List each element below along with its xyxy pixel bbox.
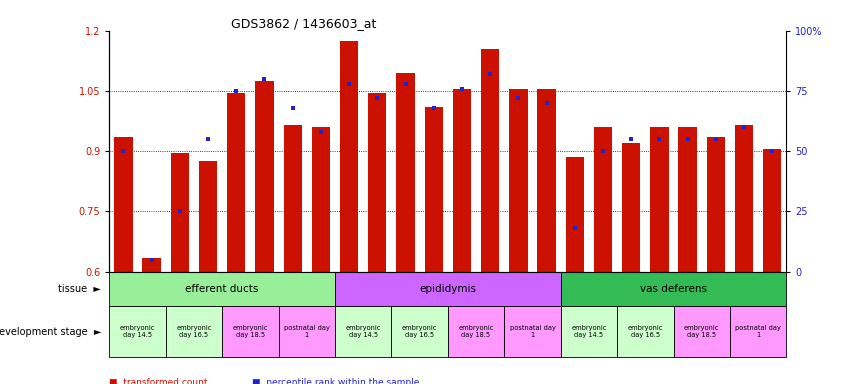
Bar xyxy=(509,89,527,271)
Bar xyxy=(340,41,358,271)
Bar xyxy=(622,143,640,271)
Text: embryonic
day 14.5: embryonic day 14.5 xyxy=(346,325,381,338)
Bar xyxy=(391,306,447,357)
Bar xyxy=(594,127,612,271)
Text: embryonic
day 14.5: embryonic day 14.5 xyxy=(571,325,606,338)
Text: embryonic
day 18.5: embryonic day 18.5 xyxy=(233,325,268,338)
Bar xyxy=(561,306,617,357)
Bar xyxy=(735,125,754,271)
Text: epididymis: epididymis xyxy=(420,284,476,294)
Text: postnatal day
1: postnatal day 1 xyxy=(284,325,330,338)
Bar xyxy=(730,306,786,357)
Bar xyxy=(222,306,278,357)
Bar xyxy=(674,306,730,357)
Text: postnatal day
1: postnatal day 1 xyxy=(735,325,781,338)
Bar xyxy=(109,306,166,357)
Bar xyxy=(198,161,217,271)
Text: tissue  ►: tissue ► xyxy=(58,284,101,294)
Bar xyxy=(396,73,415,271)
Text: efferent ducts: efferent ducts xyxy=(186,284,259,294)
Bar xyxy=(650,127,669,271)
Bar xyxy=(425,107,443,271)
Bar xyxy=(166,306,222,357)
Bar xyxy=(452,89,471,271)
Bar xyxy=(227,93,246,271)
Text: embryonic
day 14.5: embryonic day 14.5 xyxy=(120,325,156,338)
Text: ■  percentile rank within the sample: ■ percentile rank within the sample xyxy=(252,378,420,384)
Text: development stage  ►: development stage ► xyxy=(0,327,101,337)
Text: embryonic
day 16.5: embryonic day 16.5 xyxy=(402,325,437,338)
Bar xyxy=(561,271,786,306)
Text: ■  transformed count: ■ transformed count xyxy=(109,378,208,384)
Bar xyxy=(706,137,725,271)
Text: vas deferens: vas deferens xyxy=(640,284,707,294)
Text: embryonic
day 18.5: embryonic day 18.5 xyxy=(684,325,719,338)
Text: postnatal day
1: postnatal day 1 xyxy=(510,325,555,338)
Text: GDS3862 / 1436603_at: GDS3862 / 1436603_at xyxy=(231,17,377,30)
Text: embryonic
day 18.5: embryonic day 18.5 xyxy=(458,325,494,338)
Bar xyxy=(617,306,674,357)
Bar xyxy=(278,306,335,357)
Bar xyxy=(447,306,505,357)
Bar xyxy=(171,153,189,271)
Bar xyxy=(109,271,335,306)
Text: embryonic
day 16.5: embryonic day 16.5 xyxy=(627,325,663,338)
Bar xyxy=(566,157,584,271)
Bar xyxy=(481,49,500,271)
Bar xyxy=(505,306,561,357)
Bar xyxy=(283,125,302,271)
Bar xyxy=(335,306,391,357)
Bar xyxy=(537,89,556,271)
Bar xyxy=(679,127,697,271)
Text: embryonic
day 16.5: embryonic day 16.5 xyxy=(177,325,212,338)
Bar xyxy=(142,258,161,271)
Bar xyxy=(312,127,330,271)
Bar xyxy=(763,149,781,271)
Bar xyxy=(368,93,387,271)
Bar xyxy=(335,271,561,306)
Bar xyxy=(256,81,273,271)
Bar xyxy=(114,137,133,271)
